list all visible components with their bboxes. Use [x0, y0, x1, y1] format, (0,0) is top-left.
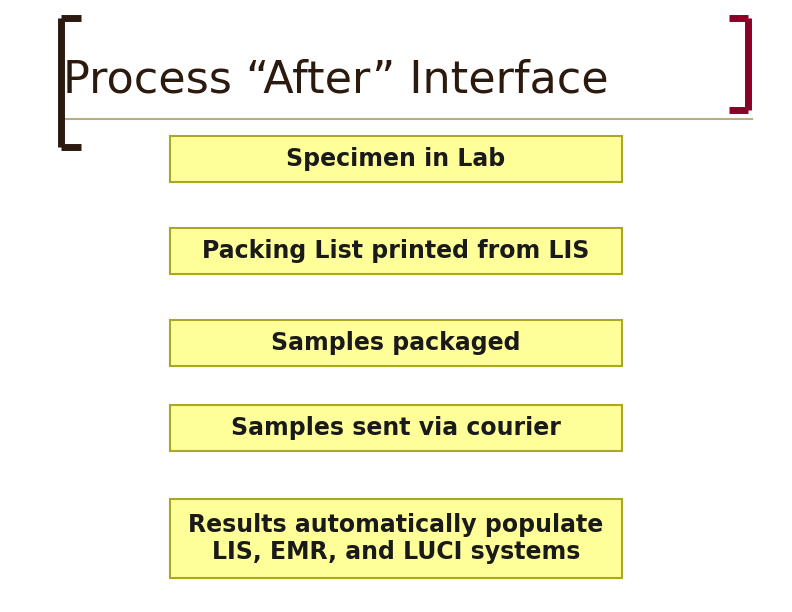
Text: Samples sent via courier: Samples sent via courier	[231, 416, 561, 441]
FancyBboxPatch shape	[170, 228, 622, 274]
FancyBboxPatch shape	[170, 136, 622, 182]
Text: Specimen in Lab: Specimen in Lab	[287, 147, 505, 171]
Text: Process “After” Interface: Process “After” Interface	[63, 58, 609, 101]
FancyBboxPatch shape	[170, 499, 622, 578]
Text: Samples packaged: Samples packaged	[271, 330, 521, 355]
FancyBboxPatch shape	[170, 320, 622, 366]
Text: Packing List printed from LIS: Packing List printed from LIS	[202, 239, 590, 263]
Text: Results automatically populate
LIS, EMR, and LUCI systems: Results automatically populate LIS, EMR,…	[188, 513, 604, 564]
FancyBboxPatch shape	[170, 406, 622, 452]
